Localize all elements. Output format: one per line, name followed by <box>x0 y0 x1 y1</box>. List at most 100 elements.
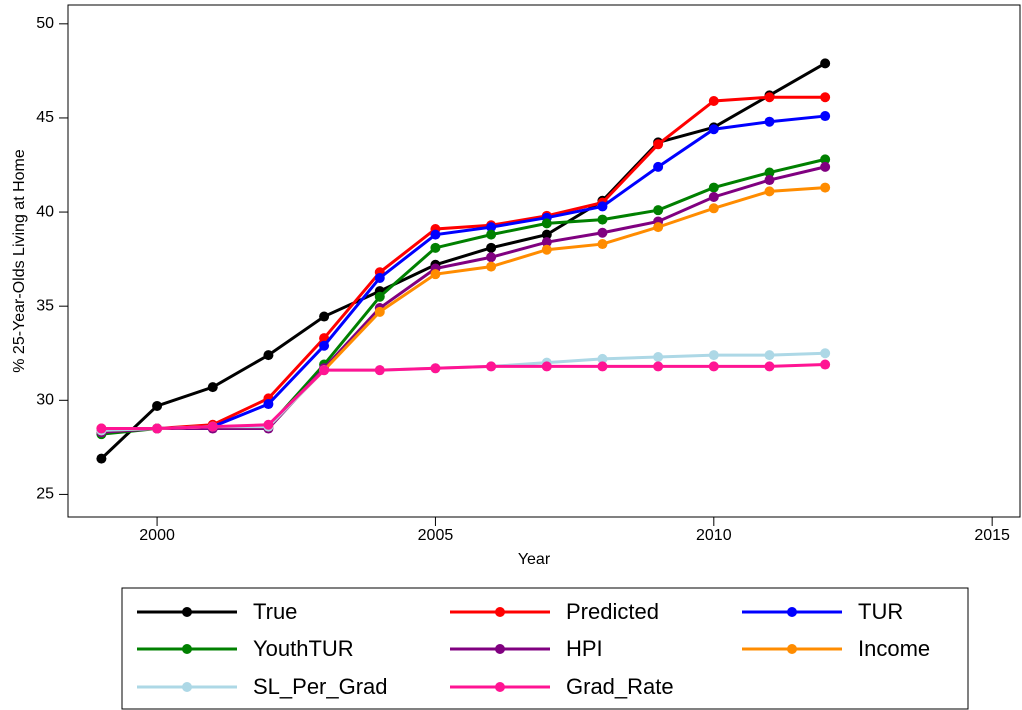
legend-label: SL_Per_Grad <box>253 674 388 699</box>
legend-label: HPI <box>566 636 603 661</box>
data-point <box>708 124 719 135</box>
legend: True Predicted TUR YouthTUR HPI Income SL_Per_… <box>137 599 930 699</box>
data-point <box>486 261 497 272</box>
legend-label: TUR <box>858 599 903 624</box>
data-point <box>708 361 719 372</box>
data-point <box>764 175 775 186</box>
data-point <box>319 311 330 322</box>
data-point <box>597 239 608 250</box>
legend-marker <box>182 682 192 692</box>
x-tick-label: 2000 <box>139 527 175 544</box>
y-tick-label: 50 <box>36 15 54 32</box>
data-point <box>708 96 719 106</box>
legend-marker <box>182 644 192 654</box>
legend-marker <box>495 644 505 654</box>
data-point <box>541 218 552 229</box>
data-point <box>430 269 441 280</box>
data-point <box>430 363 441 374</box>
data-point <box>708 192 719 202</box>
data-point <box>820 359 831 370</box>
data-point <box>653 361 664 372</box>
data-point <box>374 365 385 376</box>
data-point <box>820 161 831 172</box>
series-line <box>101 186 826 432</box>
data-point <box>653 205 664 216</box>
data-point <box>764 361 775 372</box>
y-axis-label: % 25-Year-Olds Living at Home <box>11 149 28 373</box>
data-point <box>319 340 330 351</box>
legend-label: YouthTUR <box>253 636 354 661</box>
data-point <box>653 352 664 362</box>
data-point <box>820 58 831 69</box>
data-point <box>820 182 831 193</box>
data-point <box>597 201 608 212</box>
data-point <box>764 350 775 361</box>
series-line <box>101 363 826 431</box>
data-point <box>486 252 497 263</box>
legend-marker <box>495 607 505 617</box>
data-point <box>96 423 107 434</box>
y-tick-label: 25 <box>36 486 54 503</box>
legend-marker <box>495 682 505 692</box>
data-point <box>708 350 719 361</box>
data-point <box>263 350 274 361</box>
data-point <box>486 361 497 372</box>
series-line <box>101 95 826 431</box>
data-point <box>207 382 218 393</box>
data-point <box>764 92 775 103</box>
data-point <box>374 272 385 283</box>
data-point <box>820 154 831 165</box>
data-point <box>597 361 608 372</box>
data-point <box>430 242 441 253</box>
data-point <box>207 421 218 432</box>
data-point <box>653 222 664 233</box>
data-point <box>820 92 831 103</box>
data-point <box>263 419 274 430</box>
data-point <box>263 399 274 410</box>
data-point <box>319 365 330 376</box>
data-point <box>486 242 497 253</box>
x-tick-label: 2015 <box>974 527 1010 544</box>
data-point <box>541 229 552 240</box>
data-point <box>374 306 385 317</box>
data-point <box>764 186 775 197</box>
data-point <box>820 111 831 122</box>
data-point <box>764 167 775 178</box>
legend-label: Income <box>858 636 930 661</box>
data-point <box>597 227 608 238</box>
data-point <box>96 453 107 464</box>
data-point <box>486 222 497 233</box>
series-line <box>101 114 826 432</box>
data-point <box>152 423 163 434</box>
data-point <box>374 291 385 302</box>
y-tick-label: 35 <box>36 297 54 314</box>
series-line <box>101 165 826 434</box>
legend-marker <box>182 607 192 617</box>
data-point <box>541 244 552 255</box>
plot-frame <box>67 4 1021 518</box>
series-line <box>100 62 826 460</box>
legend-label: True <box>253 599 297 624</box>
y-tick-label: 40 <box>36 203 54 220</box>
data-point <box>708 203 719 214</box>
data-point <box>541 237 552 248</box>
data-point <box>708 182 719 193</box>
y-tick-label: 45 <box>36 109 54 126</box>
y-tick-label: 30 <box>36 392 54 409</box>
legend-marker <box>787 644 797 654</box>
data-point <box>597 353 608 364</box>
data-point <box>597 214 608 225</box>
data-point <box>820 348 831 359</box>
data-point <box>152 400 163 411</box>
data-point <box>764 116 775 127</box>
x-axis-label: Year <box>518 551 551 568</box>
legend-frame <box>121 587 969 710</box>
data-point <box>653 161 664 172</box>
legend-label: Predicted <box>566 599 659 624</box>
data-point <box>653 139 664 150</box>
x-tick-label: 2010 <box>696 527 732 544</box>
data-point <box>541 361 552 372</box>
data-point <box>486 229 497 240</box>
x-tick-label: 2005 <box>418 527 454 544</box>
